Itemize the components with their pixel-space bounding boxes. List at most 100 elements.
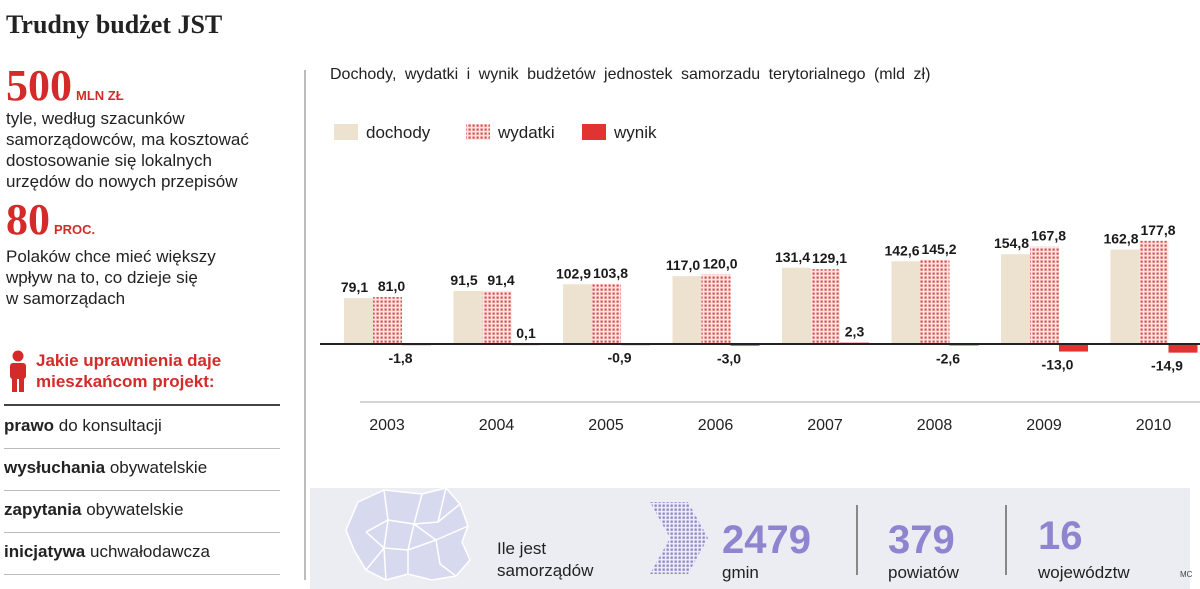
data-label-wynik-2007: 2,3 [845, 324, 865, 340]
stat-desc-line: w samorządach [6, 289, 126, 308]
bar-wydatki-2003 [373, 297, 402, 344]
x-tick-2006: 2006 [698, 417, 734, 434]
rights-title-line: Jakie uprawnienia daje [36, 351, 222, 370]
data-label-dochody-2003: 79,1 [341, 279, 368, 295]
data-label-wynik-2005: -0,9 [607, 350, 631, 366]
data-label-dochody-2008: 142,6 [884, 242, 919, 258]
bar-dochody-2009 [1001, 254, 1030, 344]
stat-description-2: Polaków chce mieć większy wpływ na to, c… [6, 246, 216, 309]
data-label-wydatki-2007: 129,1 [812, 250, 847, 266]
data-label-wydatki-2004: 91,4 [487, 272, 514, 288]
bar-dochody-2003 [344, 298, 373, 344]
stat-unit: PROC. [54, 222, 96, 237]
bar-dochody-2007 [782, 267, 811, 344]
poland-map-icon [345, 487, 471, 581]
x-tick-2009: 2009 [1026, 417, 1062, 434]
list-item: inicjatywa uchwałodawcza [4, 542, 211, 561]
bar-wydatki-2009 [1030, 246, 1059, 344]
bottom-band [310, 487, 1190, 589]
x-tick-2005: 2005 [588, 417, 624, 434]
chart-legend: dochody wydatki wynik [334, 123, 657, 142]
powiaty-label: powiatów [888, 563, 959, 582]
bottom-question: Ile jest samorządów [497, 538, 593, 582]
legend-label-wynik: wynik [613, 123, 657, 142]
legend-swatch-dochody [334, 124, 358, 140]
data-label-wydatki-2006: 120,0 [702, 255, 737, 271]
stat-number: 80 [6, 195, 50, 244]
x-tick-2008: 2008 [917, 417, 953, 434]
rights-title-line: mieszkańcom projekt: [36, 372, 215, 391]
list-item: wysłuchania obywatelskie [4, 458, 208, 477]
budget-bar-chart: dochody wydatki wynik 79,1 81,0 -1,8 91,5 91,4… [320, 123, 1200, 434]
divider [4, 532, 280, 533]
data-label-wynik-2003: -1,8 [388, 350, 412, 366]
stat-block-1: 500 MLN ZŁ [6, 64, 124, 108]
legend-label-wydatki: wydatki [497, 123, 555, 142]
stat-desc-line: samorządowców, ma kosztować [6, 130, 249, 149]
data-label-wydatki-2005: 103,8 [593, 265, 628, 281]
data-label-wynik-2006: -3,0 [717, 351, 741, 367]
data-label-dochody-2010: 162,8 [1103, 231, 1138, 247]
page-title: Trudny budżet JST [6, 10, 223, 39]
data-label-wydatki-2010: 177,8 [1140, 222, 1175, 238]
data-label-dochody-2006: 117,0 [666, 257, 700, 273]
legend-swatch-wynik [582, 124, 606, 140]
x-tick-2003: 2003 [369, 417, 405, 434]
stat-number: 500 [6, 61, 72, 110]
bar-dochody-2008 [891, 261, 921, 344]
person-icon [10, 350, 26, 392]
bar-wydatki-2008 [920, 259, 950, 344]
gminy-label: gmin [722, 563, 759, 582]
data-label-dochody-2004: 91,5 [450, 272, 477, 288]
bar-dochody-2010 [1110, 249, 1140, 344]
powiaty-count: 379 [888, 518, 955, 562]
bar-wydatki-2005 [592, 283, 621, 344]
data-label-dochody-2009: 154,8 [994, 235, 1029, 251]
stat-unit: MLN ZŁ [76, 88, 124, 103]
data-label-wynik-2004: 0,1 [516, 325, 536, 341]
x-tick-2004: 2004 [479, 417, 515, 434]
bar-wydatki-2010 [1139, 240, 1169, 344]
divider [4, 490, 280, 491]
data-label-wydatki-2009: 167,8 [1031, 228, 1066, 244]
stat-desc-line: wpływ na to, co dzieje się [6, 268, 198, 287]
bottom-question-line: samorządów [497, 561, 594, 580]
list-item: zapytania obywatelskie [4, 500, 184, 519]
bar-dochody-2004 [453, 290, 483, 344]
list-item: prawo do konsultacji [4, 416, 162, 435]
x-tick-2010: 2010 [1136, 417, 1172, 434]
bar-wydatki-2007 [811, 269, 840, 344]
data-label-wydatki-2003: 81,0 [378, 278, 405, 294]
rights-title: Jakie uprawnienia daje mieszkańcom proje… [36, 350, 276, 392]
data-label-dochody-2005: 102,9 [556, 265, 591, 281]
x-axis-ticks: 2003 2004 2005 2006 2007 2008 2009 2010 [369, 417, 1171, 434]
bar-wynik-2009 [1059, 344, 1088, 352]
data-label-wynik-2010: -14,9 [1151, 358, 1183, 374]
data-label-wynik-2008: -2,6 [936, 351, 960, 367]
wojewodztwa-label: województw [1038, 563, 1130, 582]
wojewodztwa-count: 16 [1038, 514, 1083, 558]
credit: MC [1180, 570, 1193, 579]
stat-description-1: tyle, według szacunków samorządowców, ma… [6, 108, 249, 192]
bar-dochody-2005 [563, 284, 592, 344]
bar-wydatki-2006 [701, 274, 731, 344]
gminy-count: 2479 [722, 518, 811, 562]
stat-desc-line: dostosowanie się lokalnych [6, 151, 213, 170]
divider [4, 448, 280, 449]
bottom-question-line: Ile jest [497, 539, 547, 558]
data-label-wynik-2009: -13,0 [1042, 357, 1074, 373]
stat-block-2: 80 PROC. [6, 198, 95, 242]
chart-bars [344, 240, 1198, 353]
x-tick-2007: 2007 [807, 417, 843, 434]
stat-desc-line: tyle, według szacunków [6, 109, 185, 128]
bar-wydatki-2004 [482, 290, 512, 344]
legend-swatch-wydatki [466, 124, 490, 140]
chart-title: Dochody, wydatki i wynik budżetów jednos… [330, 66, 931, 83]
stat-desc-line: urzędów do nowych przepisów [6, 172, 238, 191]
chart-data-labels: 79,1 81,0 -1,8 91,5 91,4 0,1 102,9 103,8 -0,9 117… [341, 222, 1183, 374]
legend-label-dochody: dochody [366, 123, 431, 142]
arrow-dots-icon [650, 502, 708, 574]
divider [4, 574, 280, 575]
stat-desc-line: Polaków chce mieć większy [6, 247, 216, 266]
column-divider [304, 70, 306, 580]
